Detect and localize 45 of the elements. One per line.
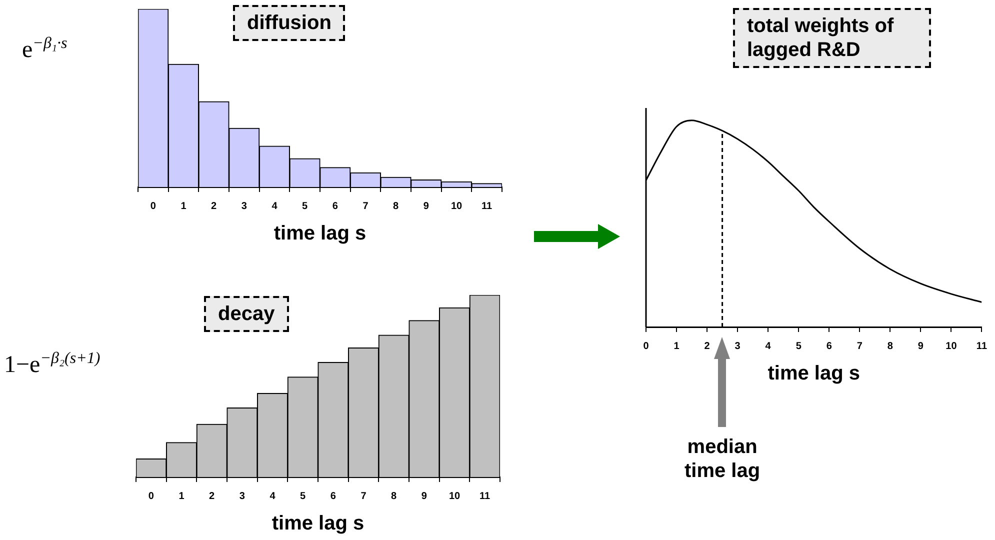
- x-tick-label: 2: [704, 340, 710, 352]
- x-tick-label: 8: [393, 200, 400, 212]
- x-axis-title: time lag s: [272, 512, 364, 535]
- x-tick-label: 9: [423, 200, 430, 212]
- x-tick-label: 11: [976, 340, 988, 352]
- x-tick-label: 0: [150, 200, 156, 212]
- x-tick-label: 4: [272, 200, 278, 212]
- x-axis-title: time lag s: [768, 362, 860, 385]
- chart-title: total weights of lagged R&D: [733, 8, 931, 68]
- x-tick-label: 0: [148, 490, 154, 502]
- x-tick-label: 10: [448, 490, 460, 502]
- x-tick-label: 11: [482, 200, 493, 212]
- x-tick-label: 11: [480, 490, 491, 502]
- x-tick-label: 6: [330, 490, 336, 502]
- x-tick-label: 3: [239, 490, 246, 502]
- x-tick-label: 1: [178, 490, 185, 502]
- x-tick-label: 5: [796, 340, 802, 352]
- y-axis-title: 1−e$^{−β₂(s+1)}$: [4, 350, 100, 379]
- x-tick-label: 7: [362, 200, 369, 212]
- x-tick-label: 3: [241, 200, 248, 212]
- x-tick-label: 7: [360, 490, 367, 502]
- ref-line-label: median time lag: [684, 435, 762, 483]
- x-tick-label: 10: [946, 340, 958, 352]
- x-tick-label: 4: [270, 490, 276, 502]
- x-tick-label: 4: [765, 340, 772, 352]
- x-tick-label: 0: [643, 340, 650, 352]
- x-axis-title: time lag s: [274, 222, 366, 245]
- x-tick-label: 2: [211, 200, 218, 212]
- x-tick-label: 5: [300, 490, 306, 502]
- x-tick-label: 1: [674, 340, 680, 352]
- x-tick-label: 6: [826, 340, 832, 352]
- x-tick-label: 1: [180, 200, 187, 212]
- chart-title: decay: [204, 296, 289, 332]
- x-tick-label: 8: [887, 340, 894, 352]
- y-axis-title: e$^{−β₁·s}$: [22, 35, 68, 64]
- x-tick-label: 9: [421, 490, 428, 502]
- x-tick-label: 2: [209, 490, 216, 502]
- x-tick-label: 10: [450, 200, 462, 212]
- x-tick-label: 7: [856, 340, 863, 352]
- x-tick-label: 3: [734, 340, 741, 352]
- chart-title: diffusion: [233, 5, 346, 41]
- x-tick-label: 5: [302, 200, 308, 212]
- x-tick-label: 9: [918, 340, 924, 352]
- x-tick-label: 8: [391, 490, 398, 502]
- x-tick-label: 6: [332, 200, 338, 212]
